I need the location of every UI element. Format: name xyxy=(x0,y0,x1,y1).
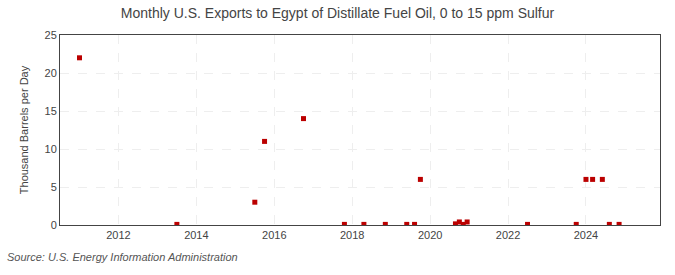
svg-text:15: 15 xyxy=(45,105,57,117)
svg-text:5: 5 xyxy=(51,181,57,193)
svg-text:10: 10 xyxy=(45,143,57,155)
svg-text:25: 25 xyxy=(45,29,57,41)
svg-text:2014: 2014 xyxy=(184,229,208,241)
svg-text:2012: 2012 xyxy=(106,229,130,241)
svg-text:2022: 2022 xyxy=(496,229,520,241)
svg-text:2018: 2018 xyxy=(340,229,364,241)
svg-text:2016: 2016 xyxy=(262,229,286,241)
svg-text:Monthly U.S. Exports to Egypt: Monthly U.S. Exports to Egypt of Distill… xyxy=(121,5,555,21)
svg-text:0: 0 xyxy=(51,219,57,231)
svg-text:2024: 2024 xyxy=(574,229,598,241)
svg-text:2020: 2020 xyxy=(418,229,442,241)
svg-text:20: 20 xyxy=(45,67,57,79)
svg-text:Source: U.S. Energy Informatio: Source: U.S. Energy Information Administ… xyxy=(7,251,238,263)
svg-text:Thousand Barrels per Day: Thousand Barrels per Day xyxy=(18,65,30,194)
